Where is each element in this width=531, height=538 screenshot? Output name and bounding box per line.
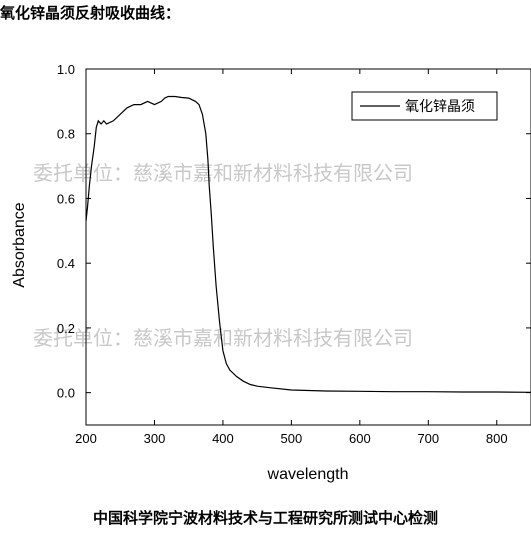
y-tick-label: 0.2 (57, 321, 75, 336)
y-tick-label: 0.6 (57, 191, 75, 206)
chart-axes: 200 300 400 500 600 700 800 0.0 0.2 0.4 0.6 0.8 1.0 (57, 62, 531, 446)
x-tick-label: 400 (212, 431, 234, 446)
x-tick-label: 800 (486, 431, 508, 446)
chart-heading: 氧化锌晶须反射吸收曲线： (0, 4, 181, 22)
legend-entry: 氧化锌晶须 (405, 99, 475, 115)
x-tick-label: 500 (281, 431, 303, 446)
legend: 氧化锌晶须 (351, 91, 498, 121)
y-axis-label: Absorbance (11, 202, 28, 287)
x-tick-label: 600 (349, 431, 371, 446)
x-tick-label: 700 (417, 431, 439, 446)
plot-frame (85, 68, 531, 426)
y-tick-label: 1.0 (57, 62, 75, 77)
y-tick-label: 0.0 (57, 386, 75, 401)
absorbance-curve (85, 95, 531, 393)
x-tick-label: 300 (144, 431, 166, 446)
y-tick-label: 0.4 (57, 256, 75, 271)
watermark-top: 委托单位：慈溪市嘉和新材料科技有限公司 (33, 161, 413, 185)
y-tick-label: 0.8 (57, 127, 75, 142)
footer-note: 中国科学院宁波材料技术与工程研究所测试中心检测 (92, 509, 438, 527)
x-axis-label: wavelength (267, 466, 349, 483)
watermark-bottom: 委托单位：慈溪市嘉和新材料科技有限公司 (33, 326, 413, 350)
x-tick-label: 200 (75, 431, 97, 446)
